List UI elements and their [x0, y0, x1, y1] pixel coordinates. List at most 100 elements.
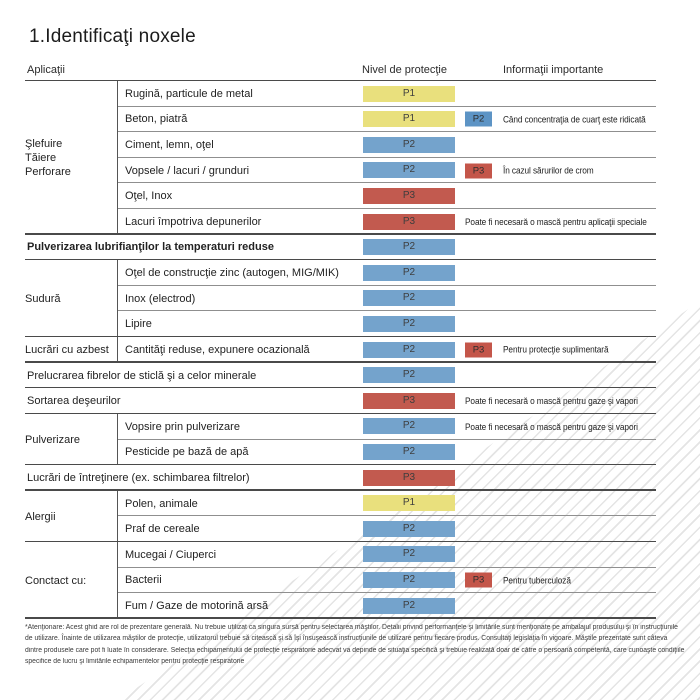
- row-group-label: Sudură: [25, 260, 118, 338]
- row-separator: [118, 105, 656, 107]
- protection-level-bar: P2: [363, 341, 455, 358]
- table-row: Oţel, Inox P3: [25, 183, 656, 210]
- application-label: Inox (electrod): [125, 292, 196, 305]
- application-label: Mucegai / Ciuperci: [125, 548, 217, 561]
- row-separator: [118, 284, 656, 286]
- protection-level-bar: P2: [363, 136, 455, 153]
- row-note: Când concentraţia de cuarţ este ridicată: [503, 114, 646, 125]
- row-group-label: Alergii: [25, 490, 118, 543]
- table-row: Mucegai / Ciuperci P2: [25, 542, 656, 568]
- table-row: Fum / Gaze de motorină arsă P2: [25, 593, 656, 619]
- application-label: Ciment, lemn, oţel: [125, 139, 214, 152]
- protection-level-bar: P2: [363, 367, 455, 384]
- row-separator: [25, 386, 656, 389]
- table-row: Sortarea deşeurilor P3 Poate fi necesară…: [25, 388, 656, 414]
- protection-level-bar: P2: [363, 546, 455, 563]
- protection-level-bar: P1: [363, 85, 455, 102]
- protection-badge: P2: [465, 111, 492, 127]
- table-row: Lacuri împotriva depunerilor P3 Poate fi…: [25, 209, 656, 235]
- application-label: Cantităţi reduse, expunere ocazională: [125, 343, 310, 356]
- protection-badge: P3: [465, 342, 492, 358]
- application-label: Beton, piatră: [125, 113, 188, 126]
- application-label: Pulverizarea lubrifianţilor la temperatu…: [27, 241, 274, 254]
- row-separator: [118, 566, 656, 568]
- row-separator: [118, 592, 656, 594]
- table-row: Pesticide pe bază de apă P2: [25, 440, 656, 466]
- footer-disclaimer: *Atenţionare: Acest ghid are rol de prez…: [25, 622, 697, 667]
- application-label: Vopsele / lacuri / grunduri: [125, 164, 250, 177]
- row-group-label: Pulverizare: [25, 414, 118, 466]
- row-separator: [25, 233, 656, 235]
- column-header-important-info: Informaţii importante: [503, 64, 604, 76]
- application-label: Lipire: [125, 318, 152, 331]
- table-row: Pulverizarea lubrifianţilor la temperatu…: [25, 235, 656, 261]
- page-title: 1.Identificaţi noxele: [29, 26, 196, 47]
- protection-level-bar: P3: [363, 469, 455, 486]
- table-row: Prelucrarea fibrelor de sticlă şi a celo…: [25, 363, 656, 389]
- footer-disclaimer-line: *Atenţionare: Acest ghid are rol de prez…: [25, 624, 678, 631]
- protection-level-bar: P2: [363, 290, 455, 307]
- footer-disclaimer-line: dintre produsele care pot fi luate în co…: [25, 646, 685, 654]
- row-note: Pentru protecţie suplimentară: [503, 344, 609, 355]
- application-label: Oţel, Inox: [125, 190, 173, 203]
- application-label: Pesticide pe bază de apă: [125, 446, 249, 459]
- row-separator: [118, 515, 656, 517]
- row-group-label: Şlefuire Tăiere Perforare: [25, 81, 118, 235]
- row-separator: [118, 182, 656, 184]
- table-row: Beton, piatră P1 P2 Când concentraţia de…: [25, 107, 656, 133]
- protection-level-bar: P2: [363, 264, 455, 281]
- row-separator: [118, 438, 656, 440]
- application-label: Fum / Gaze de motorină arsă: [125, 599, 269, 612]
- application-label: Polen, animale: [125, 497, 198, 510]
- application-label: Sortarea deşeurilor: [27, 395, 121, 408]
- protection-level-bar: P2: [363, 572, 455, 589]
- application-label: Praf de cereale: [125, 523, 200, 536]
- footer-disclaimer-line: specifice de lucru şi limitările echipam…: [25, 657, 245, 665]
- row-separator: [25, 412, 656, 414]
- protection-badge: P3: [465, 572, 492, 588]
- application-label: Oţel de construcţie zinc (autogen, MIG/M…: [125, 267, 339, 280]
- protection-level-bar: P3: [363, 187, 455, 204]
- row-separator: [118, 310, 656, 312]
- row-separator: [25, 540, 656, 542]
- table-row: Lipire P2: [25, 311, 656, 338]
- application-label: Vopsire prin pulverizare: [125, 420, 240, 433]
- row-separator: [25, 489, 656, 491]
- application-label: Prelucrarea fibrelor de sticlă şi a celo…: [27, 369, 257, 382]
- application-label: Bacterii: [125, 574, 162, 587]
- protection-level-bar: P1: [363, 111, 455, 128]
- protection-level-bar: P2: [363, 444, 455, 461]
- protection-level-bar: P2: [363, 315, 455, 332]
- table-row: Vopsele / lacuri / grunduri P2 P3 În caz…: [25, 158, 656, 184]
- table-row: Praf de cereale P2: [25, 516, 656, 542]
- row-note: Poate fi necesară o mască pentru gaze şi…: [465, 421, 638, 432]
- protection-level-bar: P2: [363, 162, 455, 179]
- table-row: Ciment, lemn, oţel P2: [25, 132, 656, 158]
- application-label: Lucrări de întreţinere (ex. schimbarea f…: [27, 471, 250, 484]
- table-row: Rugină, particule de metal P1: [25, 81, 656, 107]
- row-separator: [25, 335, 656, 338]
- row-group-label: Conctact cu:: [25, 542, 118, 620]
- row-separator: [25, 617, 656, 619]
- row-separator: [118, 156, 656, 158]
- row-separator: [25, 361, 656, 363]
- row-group-label: Lucrări cu azbest: [25, 337, 118, 363]
- table-row: Lucrări de întreţinere (ex. schimbarea f…: [25, 465, 656, 491]
- protection-level-bar: P1: [363, 495, 455, 512]
- row-separator: [118, 131, 656, 133]
- footer-disclaimer-line: de utilizare. Înainte de utilizarea măşt…: [25, 635, 668, 643]
- protection-level-bar: P3: [363, 392, 455, 409]
- application-label: Lacuri împotriva depunerilor: [125, 215, 262, 228]
- row-separator: [25, 258, 656, 261]
- table-row: Vopsire prin pulverizare P2 Poate fi nec…: [25, 414, 656, 440]
- row-note: Poate fi necesară o mască pentru gaze şi…: [465, 396, 638, 407]
- table-row: Inox (electrod) P2: [25, 286, 656, 312]
- table-row: Bacterii P2 P3 Pentru tuberculoză: [25, 568, 656, 594]
- protection-badge: P3: [465, 163, 492, 179]
- table-row: Cantităţi reduse, expunere ocazională P2…: [25, 337, 656, 363]
- column-header-applications: Aplicaţii: [27, 64, 65, 76]
- protection-level-bar: P2: [363, 520, 455, 537]
- table-row: Oţel de construcţie zinc (autogen, MIG/M…: [25, 260, 656, 286]
- row-separator: [118, 208, 656, 210]
